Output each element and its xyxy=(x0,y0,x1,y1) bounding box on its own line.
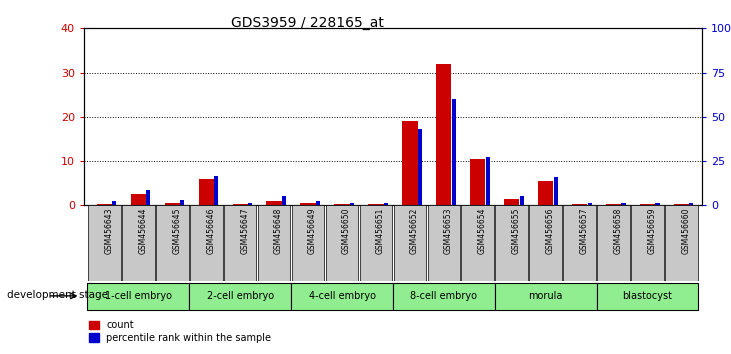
Bar xyxy=(164,203,180,205)
Bar xyxy=(529,205,562,281)
Bar xyxy=(326,205,358,281)
Bar xyxy=(665,205,697,281)
Bar xyxy=(461,205,494,281)
Bar xyxy=(384,202,388,205)
Bar xyxy=(291,283,393,310)
Text: morula: morula xyxy=(529,291,563,302)
Bar xyxy=(350,202,354,205)
Bar xyxy=(248,202,252,205)
Bar xyxy=(418,129,422,205)
Bar xyxy=(588,202,591,205)
Bar xyxy=(553,177,558,205)
Text: GSM456659: GSM456659 xyxy=(648,207,656,254)
Text: GSM456650: GSM456650 xyxy=(342,207,351,254)
Legend: count, percentile rank within the sample: count, percentile rank within the sample xyxy=(89,320,271,343)
Bar xyxy=(189,283,291,310)
Text: GSM456646: GSM456646 xyxy=(206,207,215,254)
Bar xyxy=(214,176,219,205)
Bar xyxy=(393,283,495,310)
Text: GSM456660: GSM456660 xyxy=(681,207,690,254)
Bar xyxy=(282,196,286,205)
Bar xyxy=(520,195,523,205)
Text: GSM456654: GSM456654 xyxy=(478,207,487,254)
Bar xyxy=(656,202,659,205)
Text: blastocyst: blastocyst xyxy=(623,291,673,302)
Bar xyxy=(689,202,694,205)
Bar xyxy=(496,205,528,281)
Text: 8-cell embryo: 8-cell embryo xyxy=(410,291,477,302)
Text: 2-cell embryo: 2-cell embryo xyxy=(207,291,273,302)
Bar xyxy=(88,283,189,310)
Text: GSM456647: GSM456647 xyxy=(240,207,249,254)
Bar xyxy=(452,99,456,205)
Bar xyxy=(621,202,626,205)
Text: 1-cell embryo: 1-cell embryo xyxy=(105,291,172,302)
Text: GSM456657: GSM456657 xyxy=(580,207,588,254)
Bar xyxy=(199,179,214,205)
Bar xyxy=(436,64,452,205)
Bar xyxy=(113,201,116,205)
Bar xyxy=(428,205,460,281)
Bar xyxy=(300,203,316,205)
Text: 4-cell embryo: 4-cell embryo xyxy=(308,291,376,302)
Bar xyxy=(122,205,155,281)
Bar xyxy=(181,200,184,205)
Bar xyxy=(393,205,426,281)
Bar xyxy=(156,205,189,281)
Bar xyxy=(267,201,281,205)
Text: GSM456648: GSM456648 xyxy=(274,207,283,254)
Bar xyxy=(334,204,349,205)
Text: GSM456643: GSM456643 xyxy=(105,207,113,254)
Bar xyxy=(96,204,112,205)
Text: GSM456651: GSM456651 xyxy=(376,207,385,254)
Bar xyxy=(674,204,689,205)
Text: GSM456652: GSM456652 xyxy=(410,207,419,254)
Text: GSM456656: GSM456656 xyxy=(545,207,555,254)
Bar xyxy=(631,205,664,281)
Bar xyxy=(146,190,151,205)
Bar xyxy=(495,283,596,310)
Text: GDS3959 / 228165_at: GDS3959 / 228165_at xyxy=(230,16,384,30)
Text: GSM456655: GSM456655 xyxy=(512,207,520,254)
Text: GSM456653: GSM456653 xyxy=(444,207,452,254)
Text: GSM456644: GSM456644 xyxy=(138,207,148,254)
Bar xyxy=(360,205,393,281)
Bar xyxy=(190,205,222,281)
Bar xyxy=(88,205,121,281)
Bar xyxy=(596,283,698,310)
Text: GSM456658: GSM456658 xyxy=(613,207,623,254)
Bar xyxy=(232,204,248,205)
Bar xyxy=(504,199,519,205)
Bar xyxy=(485,156,490,205)
Bar xyxy=(597,205,630,281)
Bar xyxy=(538,181,553,205)
Bar xyxy=(402,121,417,205)
Bar xyxy=(572,204,587,205)
Text: development stage: development stage xyxy=(7,290,108,300)
Bar xyxy=(292,205,325,281)
Bar xyxy=(316,201,320,205)
Bar xyxy=(131,194,146,205)
Text: GSM456645: GSM456645 xyxy=(173,207,181,254)
Bar xyxy=(368,204,384,205)
Bar xyxy=(564,205,596,281)
Bar xyxy=(606,204,621,205)
Text: GSM456649: GSM456649 xyxy=(308,207,317,254)
Bar xyxy=(258,205,290,281)
Bar xyxy=(470,159,485,205)
Bar xyxy=(224,205,257,281)
Bar xyxy=(640,204,655,205)
